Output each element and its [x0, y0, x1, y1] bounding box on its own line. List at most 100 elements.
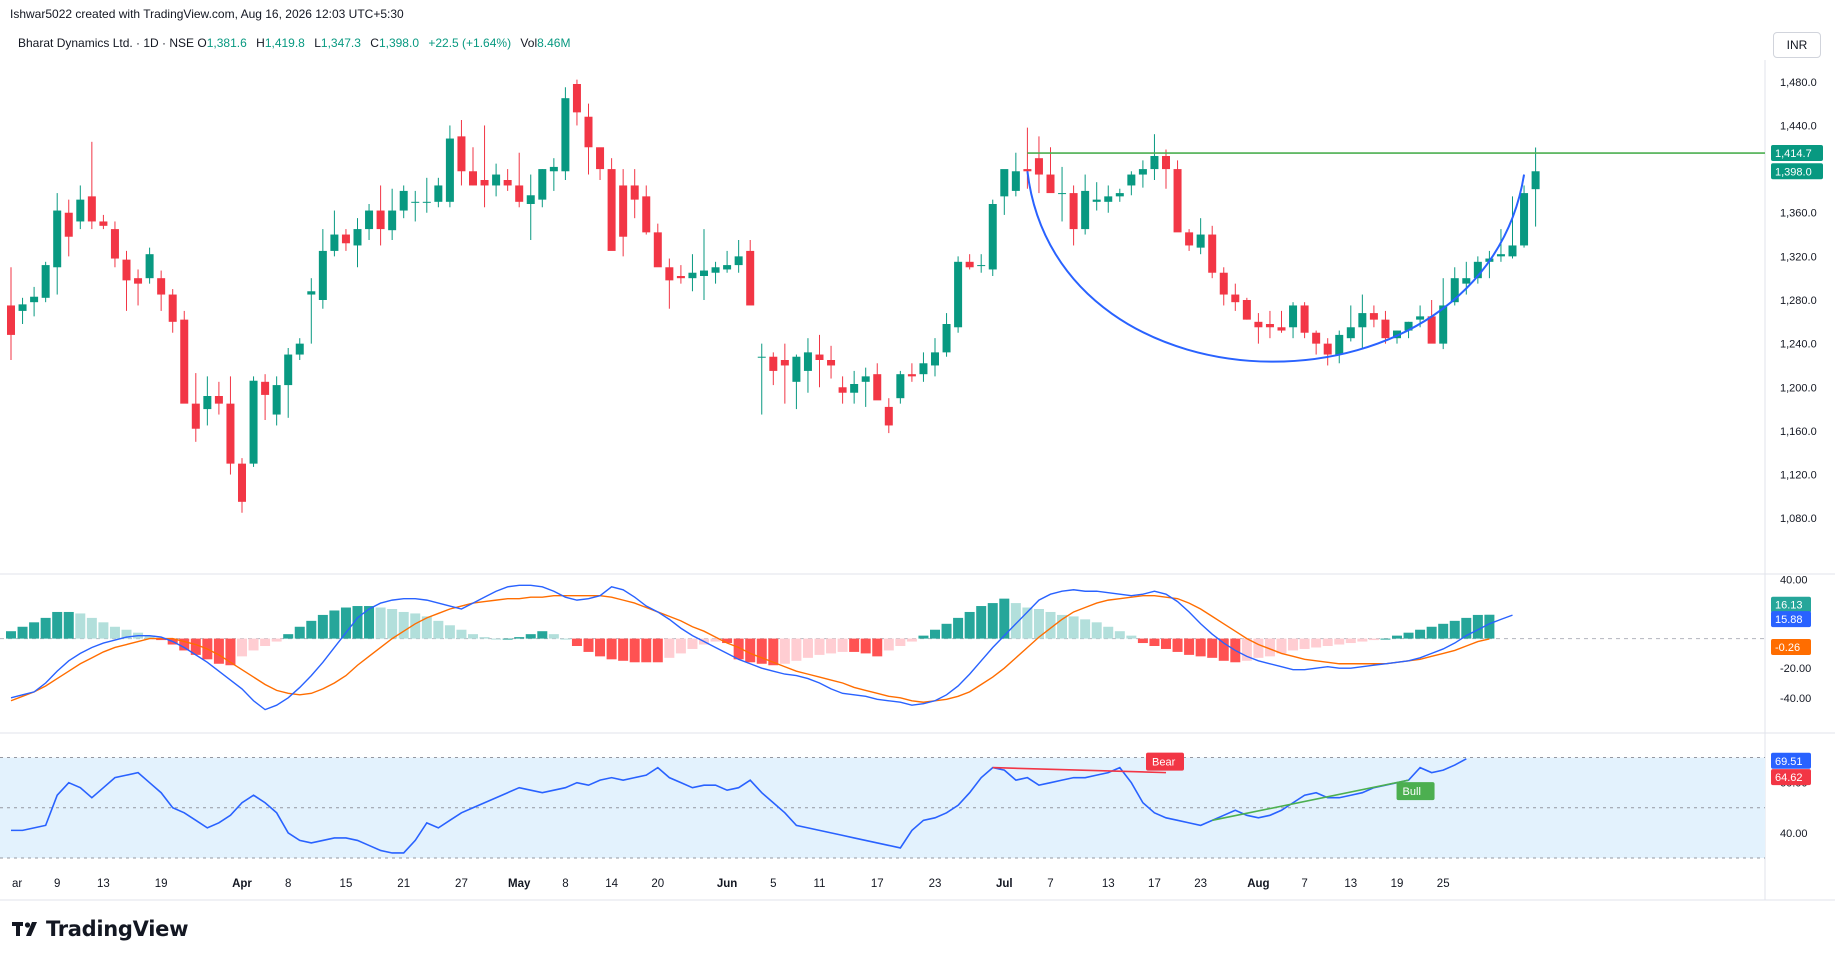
- macd-histogram-bar: [953, 617, 964, 639]
- candle-body: [469, 171, 477, 186]
- candle: [1254, 313, 1263, 344]
- date-axis-tick: 21: [397, 878, 410, 890]
- candle: [711, 261, 720, 284]
- date-axis-tick: 15: [340, 878, 353, 890]
- candle-body: [907, 374, 916, 377]
- candle-body: [1150, 156, 1159, 170]
- candle: [572, 79, 581, 126]
- candle-body: [87, 196, 96, 222]
- bear-divergence-line: [992, 766, 1167, 774]
- volume-label: Vol: [520, 36, 538, 50]
- candle-body: [1520, 193, 1529, 246]
- divergence-label-box: [1146, 752, 1184, 771]
- macd-histogram-bar: [433, 620, 444, 639]
- candle-body: [873, 374, 882, 401]
- macd-histogram-bar: [340, 607, 351, 639]
- macd-histogram-bar: [109, 626, 120, 639]
- currency-button[interactable]: INR: [1773, 32, 1821, 58]
- date-axis-tick: 19: [1391, 878, 1404, 890]
- date-axis-tick: 17: [1148, 878, 1161, 890]
- candle-body: [549, 166, 558, 172]
- macd-histogram-bar: [306, 620, 317, 639]
- date-axis-tick: Apr: [232, 878, 252, 890]
- macd-value-tag-label: -0.26: [1775, 642, 1800, 654]
- candle: [746, 240, 755, 306]
- date-axis-tick: 7: [1301, 878, 1307, 890]
- candle: [1196, 218, 1205, 255]
- candle-body: [353, 229, 362, 246]
- candle: [977, 254, 986, 273]
- candle-body: [399, 190, 408, 211]
- rsi-value-tag: [1771, 752, 1811, 769]
- candle: [896, 370, 905, 404]
- candle: [780, 343, 789, 404]
- candle-body: [1000, 169, 1009, 197]
- candle: [642, 185, 651, 235]
- candle: [1081, 174, 1090, 235]
- candle: [1381, 310, 1390, 344]
- candle-body: [1046, 174, 1055, 194]
- candle: [769, 352, 778, 386]
- candle-body: [330, 234, 339, 251]
- candle: [1208, 225, 1217, 279]
- candle: [1496, 229, 1505, 262]
- candle-body: [1416, 316, 1425, 320]
- macd-histogram-bar: [895, 638, 906, 646]
- candle: [792, 354, 801, 410]
- candle: [1335, 330, 1344, 364]
- candle: [827, 345, 836, 379]
- macd-value-tag: [1771, 638, 1811, 655]
- candle-body: [1289, 305, 1298, 328]
- macd-histogram-bar: [675, 638, 686, 654]
- macd-value-tag-label: 15.88: [1775, 614, 1803, 626]
- macd-histogram-bar: [52, 611, 63, 639]
- macd-histogram-bar: [98, 622, 109, 639]
- macd-histogram-bar: [40, 617, 51, 639]
- macd-histogram-bar: [1149, 638, 1160, 646]
- price-axis-tick: 1,360.0: [1780, 208, 1817, 220]
- macd-histogram-bar: [468, 634, 478, 639]
- symbol-name[interactable]: Bharat Dynamics Ltd. · 1D · NSE: [18, 36, 195, 50]
- macd-histogram-bar: [941, 623, 952, 639]
- candle-body: [769, 356, 778, 371]
- macd-histogram-bar: [722, 638, 733, 644]
- candle-body: [1242, 300, 1251, 320]
- candle: [191, 373, 200, 442]
- macd-histogram-bar: [1022, 607, 1033, 639]
- macd-histogram-bar: [525, 634, 536, 639]
- candle: [480, 125, 489, 208]
- macd-histogram-bar: [1161, 638, 1171, 649]
- macd-histogram-bar: [583, 638, 594, 652]
- candle-body: [1173, 169, 1182, 233]
- date-axis-tick: ar: [12, 878, 22, 890]
- macd-histogram-bar: [1103, 626, 1114, 639]
- macd-histogram-bar: [156, 638, 167, 641]
- macd-histogram-bar: [502, 638, 513, 640]
- change-value: +22.5 (+1.64%): [428, 36, 512, 50]
- candle-body: [1162, 156, 1170, 170]
- macd-histogram-bar: [906, 638, 917, 642]
- macd-histogram-bar: [1172, 638, 1183, 652]
- date-axis-tick: 23: [929, 878, 942, 890]
- candle-body: [480, 180, 489, 186]
- candle-body: [341, 234, 350, 244]
- candle-body: [1081, 190, 1090, 230]
- candle-body: [168, 294, 177, 322]
- candle-body: [157, 278, 166, 295]
- candle-body: [1335, 334, 1344, 355]
- candle: [653, 223, 662, 268]
- macd-histogram-bar: [976, 606, 987, 639]
- candle-body: [596, 147, 605, 170]
- candle: [757, 343, 766, 415]
- candle: [1312, 330, 1321, 355]
- candle-body: [1092, 199, 1101, 202]
- candle: [931, 338, 939, 377]
- candle: [850, 370, 859, 404]
- candle-body: [318, 250, 327, 300]
- macd-histogram-bar: [768, 638, 779, 666]
- date-axis-tick: 11: [814, 878, 826, 890]
- candle-body: [53, 210, 62, 268]
- tradingview-logo[interactable]: TradingView: [12, 914, 188, 944]
- rsi-value-tag-label: 69.51: [1775, 756, 1803, 768]
